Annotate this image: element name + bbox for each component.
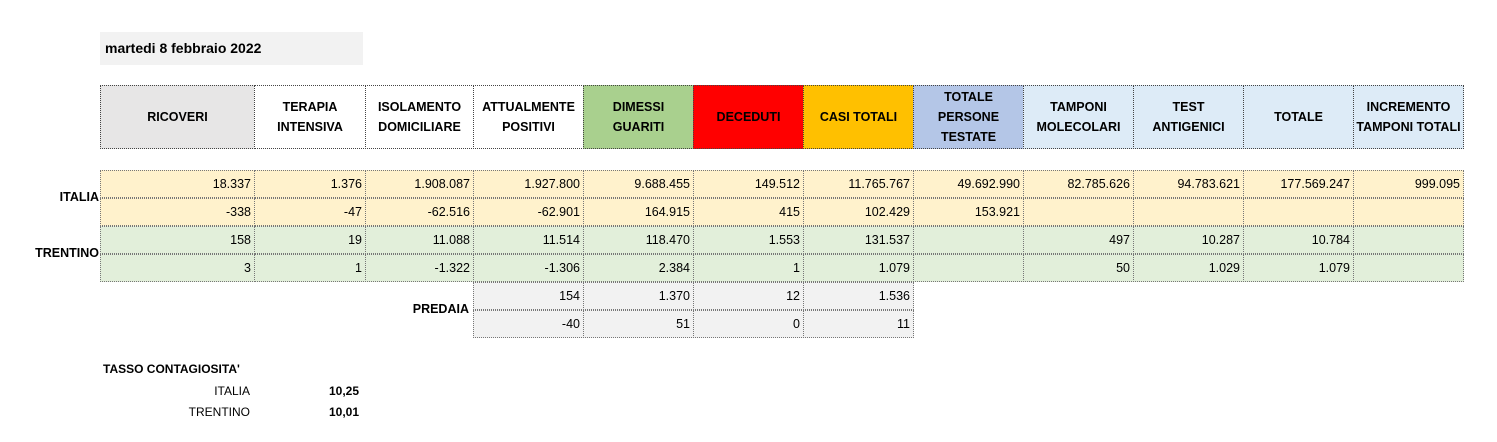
trentino-totals-cell bbox=[913, 226, 1024, 254]
trentino-totals-cell: 1.553 bbox=[693, 226, 804, 254]
trentino-totals-cell bbox=[1353, 226, 1464, 254]
trentino-deltas-cell: 1.079 bbox=[803, 254, 914, 282]
header-8: TOTALE PERSONE TESTATE bbox=[913, 85, 1024, 149]
predaia-totals-cell: 1.370 bbox=[583, 282, 694, 310]
trentino-totals-cell: 19 bbox=[254, 226, 366, 254]
italia-deltas-cell: -338 bbox=[100, 198, 255, 226]
predaia-totals-cell: 154 bbox=[473, 282, 584, 310]
header-2: TERAPIA INTENSIVA bbox=[254, 85, 366, 149]
row-label-trentino: TRENTINO bbox=[35, 246, 99, 260]
header-6: DECEDUTI bbox=[693, 85, 804, 149]
italia-totals-cell: 177.569.247 bbox=[1243, 170, 1354, 198]
italia-deltas-cell: -47 bbox=[254, 198, 366, 226]
tasso-value-italia: 10,25 bbox=[328, 384, 359, 398]
trentino-deltas-cell bbox=[1353, 254, 1464, 282]
trentino-deltas-cell: 1.029 bbox=[1133, 254, 1244, 282]
italia-deltas-cell: -62.901 bbox=[473, 198, 584, 226]
row-label-predaia: PREDAIA bbox=[412, 302, 469, 316]
italia-deltas-cell: 164.915 bbox=[583, 198, 694, 226]
italia-totals-cell: 18.337 bbox=[100, 170, 255, 198]
header-7: CASI TOTALI bbox=[803, 85, 914, 149]
date-title: martedi 8 febbraio 2022 bbox=[100, 32, 363, 65]
header-11: TOTALE bbox=[1243, 85, 1354, 149]
header-12: INCREMENTO TAMPONI TOTALI bbox=[1353, 85, 1464, 149]
italia-deltas-cell bbox=[1243, 198, 1354, 226]
trentino-deltas-cell: -1.322 bbox=[365, 254, 474, 282]
predaia-totals-cell: 12 bbox=[693, 282, 804, 310]
header-3: ISOLAMENTO DOMICILIARE bbox=[365, 85, 474, 149]
italia-totals-cell: 9.688.455 bbox=[583, 170, 694, 198]
italia-totals-cell: 149.512 bbox=[693, 170, 804, 198]
predaia-deltas-cell: 0 bbox=[693, 310, 804, 338]
italia-totals-cell: 999.095 bbox=[1353, 170, 1464, 198]
predaia-deltas-cell: 51 bbox=[583, 310, 694, 338]
header-9: TAMPONI MOLECOLARI bbox=[1023, 85, 1134, 149]
italia-deltas-cell: -62.516 bbox=[365, 198, 474, 226]
italia-totals-cell: 82.785.626 bbox=[1023, 170, 1134, 198]
tasso-title: TASSO CONTAGIOSITA' bbox=[103, 362, 240, 376]
italia-deltas-cell bbox=[1353, 198, 1464, 226]
italia-deltas-cell: 415 bbox=[693, 198, 804, 226]
row-label-italia: ITALIA bbox=[59, 190, 99, 204]
trentino-deltas-cell: -1.306 bbox=[473, 254, 584, 282]
tasso-label-trentino: TRENTINO bbox=[188, 405, 250, 419]
trentino-totals-cell: 10.784 bbox=[1243, 226, 1354, 254]
trentino-deltas-cell: 1 bbox=[693, 254, 804, 282]
tasso-value-trentino: 10,01 bbox=[328, 405, 359, 419]
header-10: TEST ANTIGENICI bbox=[1133, 85, 1244, 149]
trentino-deltas-cell: 50 bbox=[1023, 254, 1134, 282]
trentino-deltas-cell bbox=[913, 254, 1024, 282]
trentino-deltas-cell: 1 bbox=[254, 254, 366, 282]
predaia-deltas-cell: -40 bbox=[473, 310, 584, 338]
italia-deltas-cell: 153.921 bbox=[913, 198, 1024, 226]
trentino-deltas-cell: 1.079 bbox=[1243, 254, 1354, 282]
trentino-deltas-cell: 2.384 bbox=[583, 254, 694, 282]
italia-deltas-cell: 102.429 bbox=[803, 198, 914, 226]
trentino-totals-cell: 10.287 bbox=[1133, 226, 1244, 254]
italia-totals-cell: 1.376 bbox=[254, 170, 366, 198]
italia-totals-cell: 1.908.087 bbox=[365, 170, 474, 198]
italia-totals-cell: 11.765.767 bbox=[803, 170, 914, 198]
trentino-totals-cell: 11.088 bbox=[365, 226, 474, 254]
trentino-deltas-cell: 3 bbox=[100, 254, 255, 282]
trentino-totals-cell: 118.470 bbox=[583, 226, 694, 254]
italia-totals-cell: 49.692.990 bbox=[913, 170, 1024, 198]
tasso-label-italia: ITALIA bbox=[214, 384, 250, 398]
italia-totals-cell: 94.783.621 bbox=[1133, 170, 1244, 198]
trentino-totals-cell: 11.514 bbox=[473, 226, 584, 254]
header-4: ATTUALMENTE POSITIVI bbox=[473, 85, 584, 149]
italia-totals-cell: 1.927.800 bbox=[473, 170, 584, 198]
header-5: DIMESSI GUARITI bbox=[583, 85, 694, 149]
predaia-totals-cell: 1.536 bbox=[803, 282, 914, 310]
trentino-totals-cell: 497 bbox=[1023, 226, 1134, 254]
italia-deltas-cell bbox=[1133, 198, 1244, 226]
trentino-totals-cell: 158 bbox=[100, 226, 255, 254]
italia-deltas-cell bbox=[1023, 198, 1134, 226]
header-1: RICOVERI bbox=[100, 85, 255, 149]
trentino-totals-cell: 131.537 bbox=[803, 226, 914, 254]
predaia-deltas-cell: 11 bbox=[803, 310, 914, 338]
